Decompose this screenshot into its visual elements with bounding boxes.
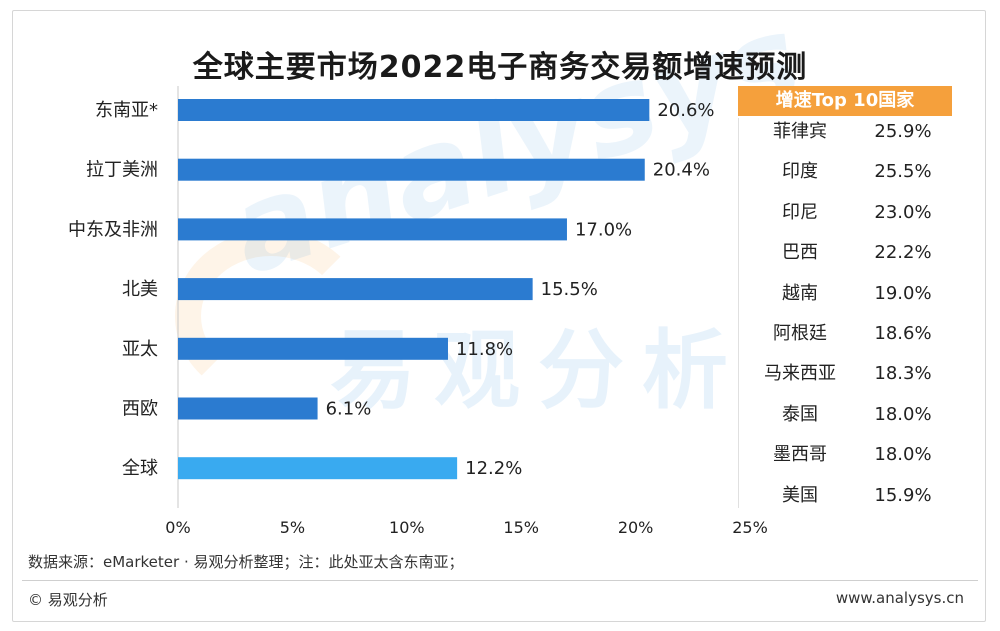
x-tick-label-1: 5% <box>280 518 305 537</box>
category-label-0: 东南亚* <box>95 100 158 121</box>
side-table-row: 巴西 22.2% <box>740 238 952 268</box>
data-label-3: 15.5% <box>541 279 598 300</box>
country-name: 菲律宾 <box>773 121 827 142</box>
chart-frame <box>12 10 986 622</box>
bar-5 <box>178 397 318 420</box>
data-label-1: 20.4% <box>653 160 710 181</box>
x-tick-label-0: 0% <box>165 518 190 537</box>
category-label-6: 全球 <box>122 458 158 479</box>
bar-6 <box>178 457 458 480</box>
growth-rate: 25.9% <box>874 121 932 142</box>
data-label-0: 20.6% <box>657 100 714 121</box>
growth-rate: 25.5% <box>874 161 932 183</box>
chart-title: 全球主要市场2022电子商务交易额增速预测 <box>192 50 808 85</box>
side-table-row: 阿根廷 18.6% <box>740 319 952 349</box>
country-name: 阿根廷 <box>773 323 827 344</box>
growth-rate: 18.6% <box>874 323 932 344</box>
category-label-3: 北美 <box>122 279 158 300</box>
growth-rate: 15.9% <box>874 484 932 506</box>
side-table-row: 印度 25.5% <box>740 157 952 187</box>
country-name: 印度 <box>782 161 818 183</box>
category-label-4: 亚太 <box>122 339 158 360</box>
x-tick-label-2: 10% <box>389 518 425 537</box>
country-name: 美国 <box>782 484 818 506</box>
data-label-2: 17.0% <box>575 219 632 240</box>
growth-rate: 18.0% <box>874 444 932 466</box>
growth-rate: 23.0% <box>874 201 932 223</box>
bar-1 <box>178 158 645 181</box>
growth-rate: 18.3% <box>874 363 932 385</box>
category-label-2: 中东及非洲 <box>68 219 158 240</box>
bar-2 <box>178 218 567 241</box>
country-name: 墨西哥 <box>773 444 827 466</box>
side-table-row: 马来西亚 18.3% <box>740 359 952 389</box>
website-link[interactable]: www.analysys.cn <box>835 589 964 607</box>
side-table-row: 印尼 23.0% <box>740 198 952 228</box>
category-label-5: 西欧 <box>122 399 158 420</box>
side-table-divider <box>738 118 739 508</box>
data-label-5: 6.1% <box>326 399 372 420</box>
country-name: 巴西 <box>782 242 818 264</box>
country-name: 马来西亚 <box>764 363 836 385</box>
bar-3 <box>178 278 533 301</box>
growth-rate: 18.0% <box>874 403 932 425</box>
source-note: 数据来源：eMarketer · 易观分析整理；注：此处亚太含东南亚； <box>28 553 464 571</box>
side-table-row: 菲律宾 25.9% <box>740 117 952 147</box>
bar-4 <box>178 337 448 360</box>
side-table-row: 泰国 18.0% <box>740 400 952 430</box>
country-name: 越南 <box>782 282 818 304</box>
bar-0 <box>178 99 650 121</box>
footer-divider <box>22 580 978 581</box>
side-table-row: 美国 15.9% <box>740 481 952 511</box>
copyright-text: © 易观分析 <box>28 591 108 609</box>
country-name: 印尼 <box>782 201 818 223</box>
country-name: 泰国 <box>782 403 818 425</box>
x-tick-label-5: 25% <box>732 518 768 537</box>
data-label-4: 11.8% <box>456 339 513 360</box>
category-label-1: 拉丁美洲 <box>86 160 158 181</box>
growth-rate: 19.0% <box>874 282 932 304</box>
growth-rate: 22.2% <box>874 242 932 264</box>
x-tick-label-3: 15% <box>503 518 539 537</box>
side-table-row: 越南 19.0% <box>740 279 952 309</box>
side-table-header: 增速Top 10国家 <box>738 86 952 116</box>
side-table-row: 墨西哥 18.0% <box>740 440 952 470</box>
x-tick-label-4: 20% <box>618 518 654 537</box>
data-label-6: 12.2% <box>465 458 522 479</box>
